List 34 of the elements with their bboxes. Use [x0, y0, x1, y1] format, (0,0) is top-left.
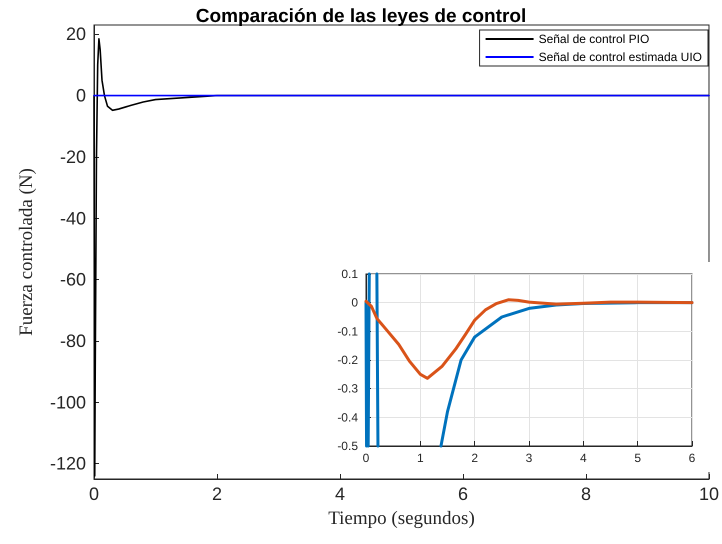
x-tick-label: 5 — [634, 451, 642, 465]
y-tick-label: 20 — [66, 24, 86, 44]
x-axis-title: Tiempo (segundos) — [328, 508, 475, 529]
y-tick-label: -80 — [60, 330, 86, 351]
x-tick-label: 3 — [526, 451, 533, 465]
y-tick-label: -0.3 — [337, 382, 358, 396]
x-tick-label: 6 — [688, 451, 696, 465]
y-tick-label: 0 — [76, 86, 86, 106]
y-tick-label: -0.5 — [337, 439, 358, 453]
y-tick-label: -40 — [60, 208, 86, 228]
y-tick-label: 0.1 — [341, 267, 358, 281]
x-tick-label: 2 — [212, 484, 222, 504]
y-tick-label: -100 — [50, 392, 86, 412]
x-tick-label: 4 — [580, 451, 587, 465]
x-tick-label: 8 — [580, 484, 591, 504]
x-tick-label: 0 — [88, 484, 100, 504]
y-tick-label: 0 — [351, 296, 358, 310]
x-tick-label: 0 — [362, 451, 370, 465]
x-tick-label: 6 — [458, 484, 468, 504]
legend-label: Señal de control PIO — [538, 32, 650, 46]
y-tick-label: -0.2 — [337, 353, 358, 367]
x-tick-label: 10 — [698, 484, 720, 504]
y-tick-label: -60 — [60, 270, 86, 290]
y-tick-label: -0.1 — [337, 324, 358, 338]
x-tick-label: 2 — [471, 451, 478, 465]
chart-title: Comparación de las leyes de control — [196, 6, 526, 27]
y-tick-label: -120 — [50, 454, 86, 474]
y-tick-label: -20 — [60, 146, 86, 167]
line-series — [364, 298, 694, 380]
x-tick-label: 4 — [334, 484, 346, 504]
legend-label: Señal de control estimada UIO — [538, 50, 702, 64]
y-tick-label: -0.4 — [337, 410, 358, 424]
x-tick-label: 1 — [416, 451, 424, 465]
y-axis-title: Fuerza controlada (N) — [16, 168, 37, 336]
